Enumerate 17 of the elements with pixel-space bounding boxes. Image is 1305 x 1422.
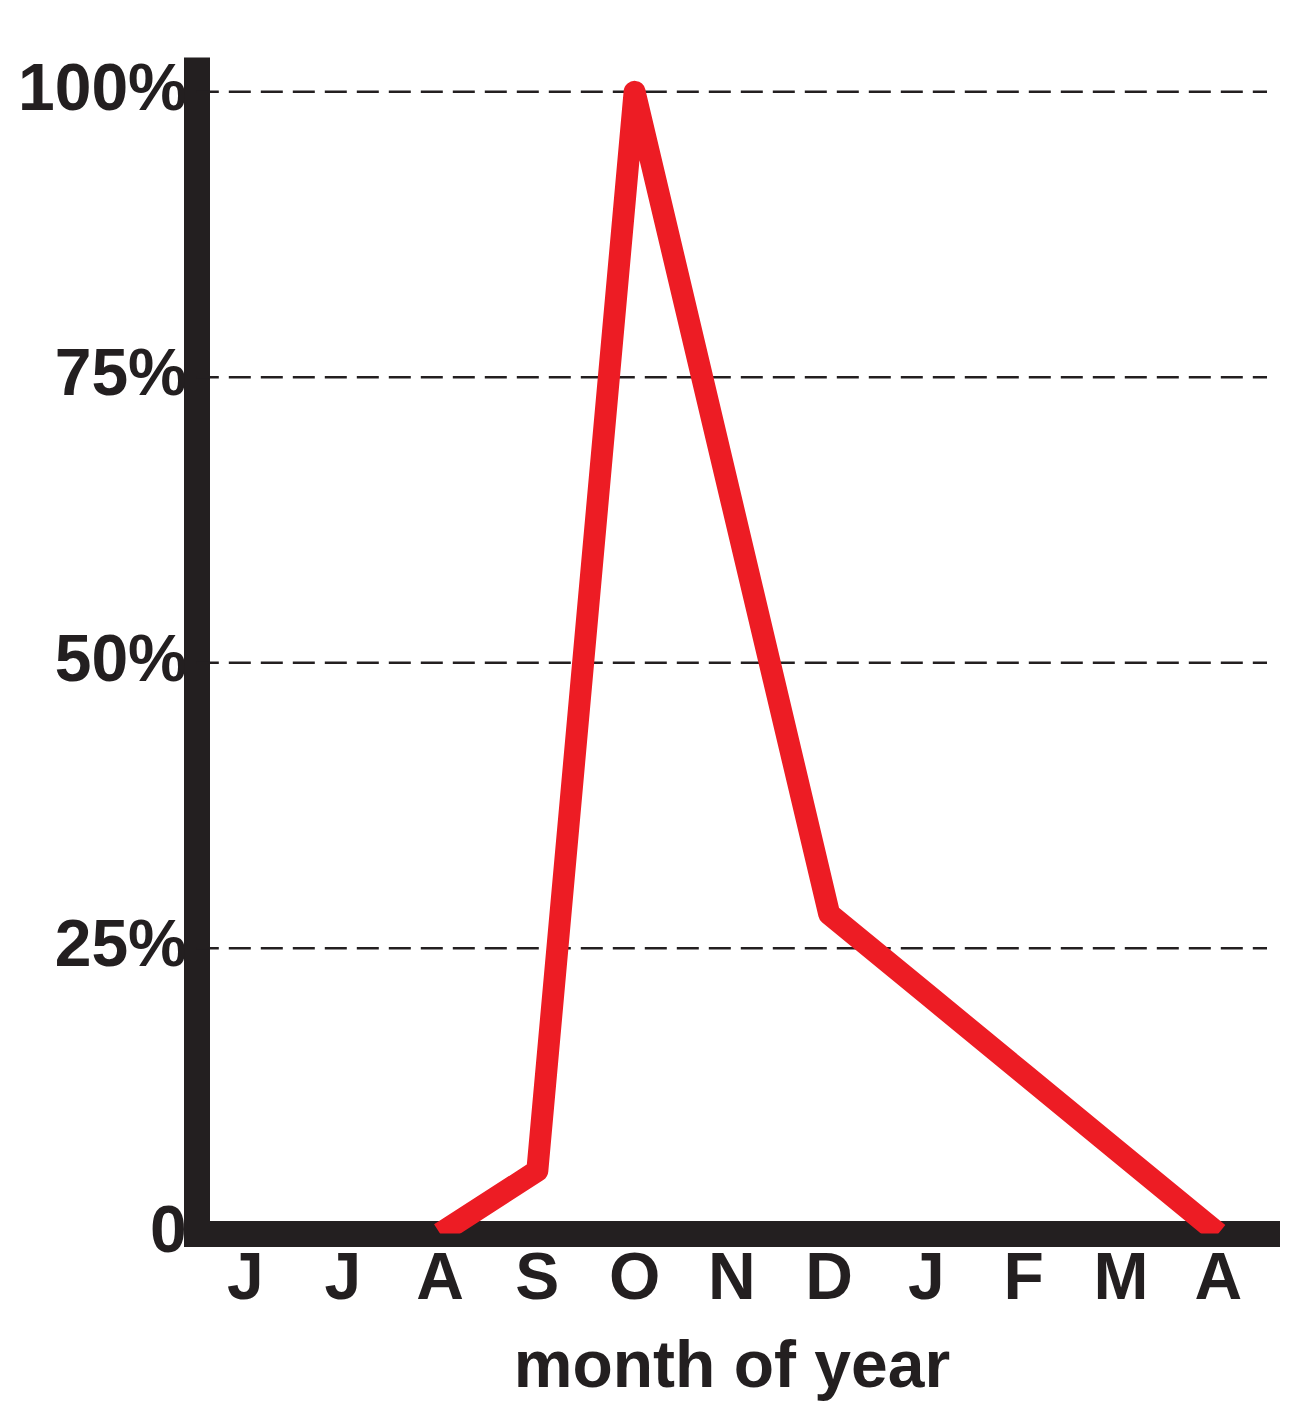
x-tick-label: O <box>608 1239 661 1314</box>
x-tick-label: A <box>1194 1239 1243 1314</box>
y-tick-label: 50% <box>54 620 187 695</box>
x-tick-label: J <box>227 1239 264 1314</box>
y-tick-label: 0 <box>150 1191 187 1266</box>
x-tick-label: S <box>515 1239 560 1314</box>
y-tick-label: 75% <box>54 335 187 410</box>
x-tick-label: F <box>1003 1239 1044 1314</box>
x-tick-label: D <box>805 1239 854 1314</box>
x-axis-title: month of year <box>513 1326 951 1401</box>
y-tick-label: 25% <box>54 906 187 981</box>
y-tick-label: 100% <box>17 50 187 125</box>
x-tick-label: J <box>908 1239 945 1314</box>
x-tick-label: M <box>1093 1239 1149 1314</box>
x-tick-label: N <box>708 1239 756 1314</box>
x-tick-label: A <box>416 1239 464 1314</box>
x-tick-label: J <box>324 1239 362 1314</box>
